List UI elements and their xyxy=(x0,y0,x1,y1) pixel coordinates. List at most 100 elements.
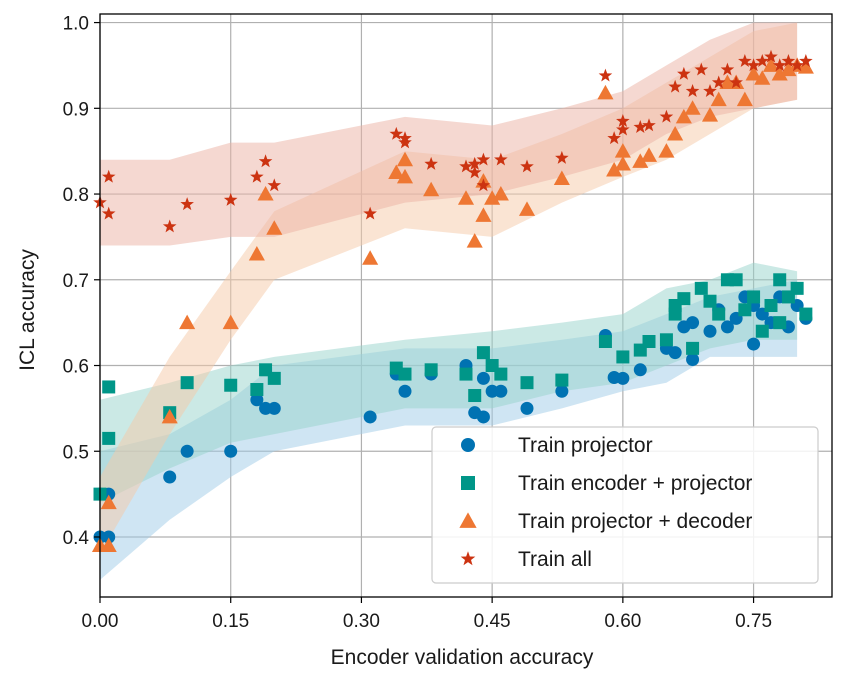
point-train-projector-decoder xyxy=(100,494,117,510)
point-train-projector-decoder xyxy=(466,233,483,248)
point-train-all xyxy=(694,62,709,76)
point-train-all xyxy=(250,169,264,183)
legend-marker-train-projector xyxy=(461,438,475,452)
point-train-encoder-projector xyxy=(424,363,438,377)
point-train-projector-decoder xyxy=(780,61,797,77)
point-train-encoder-projector xyxy=(598,335,612,349)
legend-marker-train-encoder-projector xyxy=(461,476,475,490)
point-train-projector-decoder xyxy=(248,246,265,261)
point-train-projector xyxy=(224,444,238,458)
point-train-projector-decoder xyxy=(553,170,570,186)
point-train-projector xyxy=(398,384,412,398)
point-train-projector-decoder xyxy=(675,108,692,124)
point-train-all xyxy=(790,58,804,72)
y-tick-label: 0.6 xyxy=(63,357,89,378)
point-train-all xyxy=(799,54,813,67)
y-tick-label: 1.0 xyxy=(63,14,89,35)
point-train-projector xyxy=(633,363,647,377)
point-train-encoder-projector xyxy=(677,292,691,306)
point-train-all xyxy=(162,219,177,233)
point-train-projector-decoder xyxy=(257,185,274,201)
point-train-all xyxy=(476,152,491,166)
point-train-projector-decoder xyxy=(457,190,475,205)
axis-ticks: 0.00 0.15 0.30 0.45 0.60 0.75 0.4 0.5 0.6 0.7 0.8 0… xyxy=(63,14,772,632)
point-train-encoder-projector xyxy=(267,371,281,385)
point-train-all xyxy=(633,120,648,133)
point-train-encoder-projector xyxy=(686,341,700,355)
y-tick-label: 0.4 xyxy=(63,528,90,549)
point-train-encoder-projector xyxy=(694,281,708,295)
point-train-encoder-projector xyxy=(616,350,630,364)
point-train-all xyxy=(781,54,796,67)
legend-label-train-projector-decoder: Train projector + decoder xyxy=(518,510,752,533)
x-tick-label: 0.45 xyxy=(474,611,511,632)
point-train-all xyxy=(616,114,630,127)
legend-label-train-all: Train all xyxy=(518,548,592,571)
point-train-encoder-projector xyxy=(468,389,482,403)
point-train-all xyxy=(424,156,438,170)
point-train-projector-decoder xyxy=(754,70,771,85)
point-train-projector xyxy=(668,346,682,360)
point-train-projector-decoder xyxy=(396,168,414,184)
point-train-projector-decoder xyxy=(388,164,405,180)
point-train-projector-decoder xyxy=(597,84,614,100)
point-train-projector-decoder xyxy=(614,143,631,158)
point-train-all xyxy=(494,152,508,166)
point-train-projector-decoder xyxy=(614,155,631,171)
point-train-encoder-projector xyxy=(250,383,264,397)
data-points xyxy=(91,49,814,552)
legend-marker-train-all xyxy=(460,551,476,566)
point-train-projector xyxy=(267,401,281,415)
point-train-projector xyxy=(686,353,700,367)
point-train-projector-decoder xyxy=(658,143,675,158)
point-train-projector-decoder xyxy=(475,207,492,222)
point-train-projector xyxy=(555,384,569,398)
point-train-projector xyxy=(476,371,490,385)
point-train-encoder-projector xyxy=(102,380,116,394)
point-train-all xyxy=(476,178,491,192)
point-train-projector xyxy=(616,371,630,385)
y-tick-label: 0.7 xyxy=(63,271,89,292)
point-train-projector-decoder xyxy=(701,107,719,122)
point-train-projector xyxy=(102,530,116,544)
point-train-encoder-projector xyxy=(755,324,769,338)
x-tick-label: 0.15 xyxy=(212,611,249,632)
point-train-encoder-projector xyxy=(520,376,534,390)
point-train-all xyxy=(677,66,691,80)
point-train-all xyxy=(467,156,482,170)
point-train-projector-decoder xyxy=(179,314,196,330)
point-train-projector xyxy=(476,410,490,424)
point-train-encoder-projector xyxy=(773,316,787,330)
point-train-all xyxy=(711,75,726,89)
point-train-projector-decoder xyxy=(423,181,440,197)
point-train-all xyxy=(755,54,770,67)
point-train-all xyxy=(389,126,404,140)
point-train-projector xyxy=(250,393,264,407)
y-tick-label: 0.5 xyxy=(63,442,89,463)
point-train-projector-decoder xyxy=(745,65,762,81)
plot-frame xyxy=(99,13,833,598)
point-train-all xyxy=(668,79,682,93)
point-train-projector-decoder xyxy=(100,537,117,552)
point-train-all xyxy=(467,165,482,179)
point-train-encoder-projector xyxy=(764,299,778,312)
point-train-projector-decoder xyxy=(518,201,536,216)
point-train-projector xyxy=(703,324,717,338)
legend-label-train-projector: Train projector xyxy=(518,434,653,457)
band-train-all xyxy=(100,22,798,246)
point-train-projector-decoder xyxy=(161,408,178,424)
point-train-encoder-projector xyxy=(398,367,412,381)
point-train-encoder-projector xyxy=(180,376,194,390)
x-tick-label: 0.75 xyxy=(735,611,772,632)
point-train-all xyxy=(101,206,116,220)
point-train-projector-decoder xyxy=(606,161,623,177)
legend: Train projector Train encoder + projector… xyxy=(431,426,819,584)
point-train-projector-decoder xyxy=(710,91,727,107)
point-train-all xyxy=(642,118,656,132)
point-train-encoder-projector xyxy=(659,333,673,347)
point-train-encoder-projector xyxy=(476,346,490,360)
y-tick-label: 0.9 xyxy=(63,99,89,120)
point-train-all xyxy=(363,206,377,220)
point-train-encoder-projector xyxy=(712,307,726,321)
point-train-encoder-projector xyxy=(494,367,508,381)
